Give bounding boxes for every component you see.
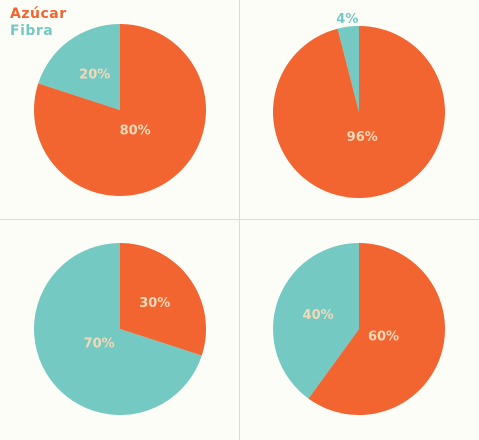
pie-4-slice-sugar [308,243,446,415]
pie-1-label-sugar: 80% [120,123,151,138]
pie-4-label-fiber: 40% [303,308,334,323]
legend-fiber: Fibra [10,23,54,39]
legend: Azúcar Fibra [10,6,67,40]
pie-chart-2: 96% 4% [273,12,446,198]
legend-sugar: Azúcar [10,6,67,22]
pie-2-slice-sugar [273,26,446,198]
pie-1-slice-sugar [34,24,206,196]
pie-4-label-sugar: 60% [368,329,399,344]
pie-3-slice-sugar [120,243,206,356]
vertical-divider [239,0,240,440]
pie-1-label-fiber: 20% [79,68,110,83]
pie-1-slice-fiber [38,24,121,110]
pie-4-slice-fiber [273,243,359,399]
pie-2-label-fiber: 4% [336,12,358,27]
pie-3-slice-fiber [33,243,202,415]
pie-3-label-sugar: 30% [139,296,170,311]
pie-2-label-sugar: 96% [347,130,378,145]
pie-chart-4: 60% 40% [273,243,446,415]
pie-chart-3: 30% 70% [33,243,206,415]
pie-chart-1: 80% 20% [34,24,206,196]
pie-2-slice-fiber [337,26,359,112]
pie-3-label-fiber: 70% [84,337,115,352]
horizontal-divider [0,219,479,220]
